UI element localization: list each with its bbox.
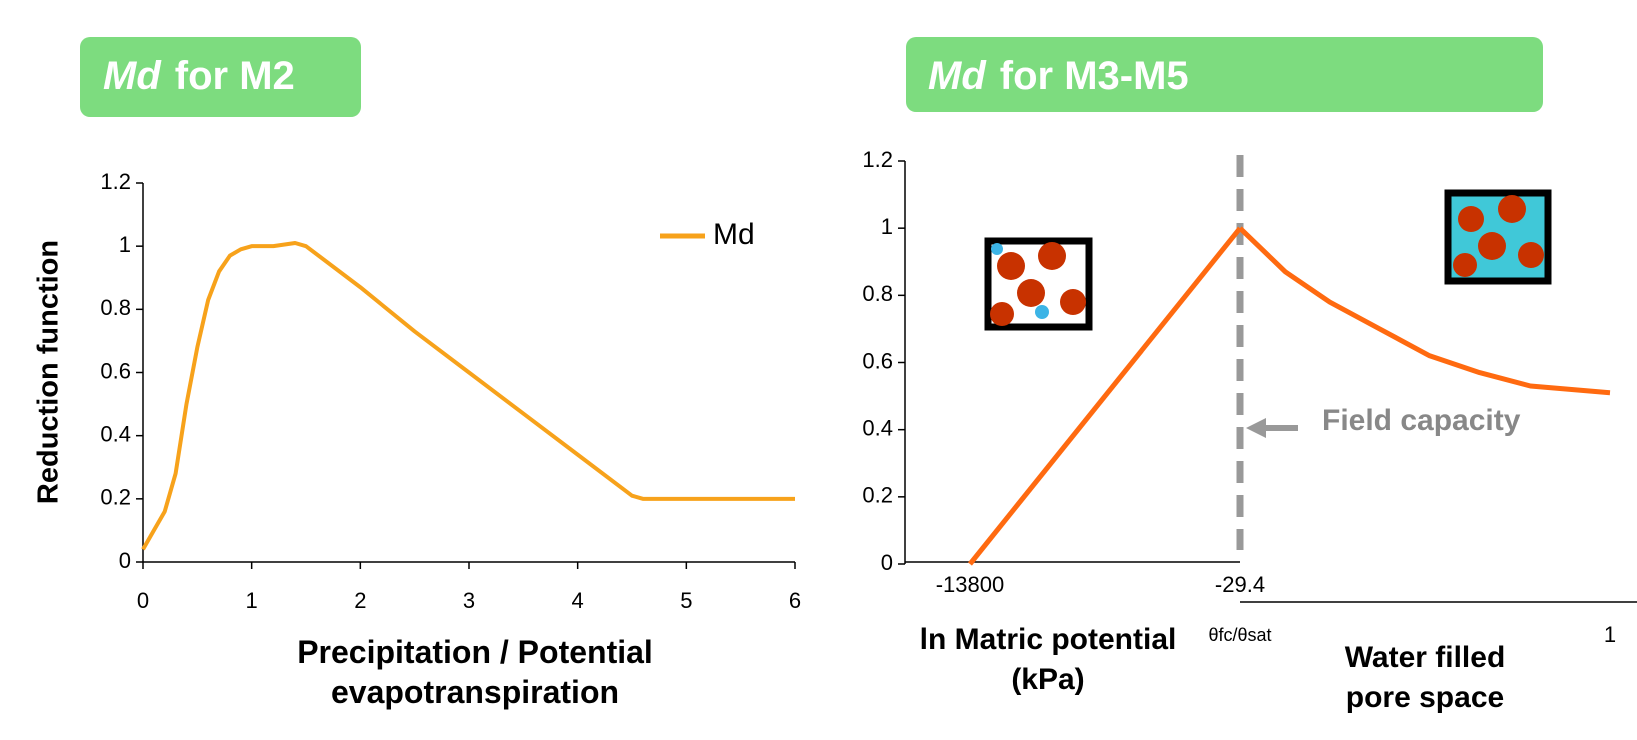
line-series <box>1240 228 1610 393</box>
y-tick-label: 0.2 <box>862 483 893 508</box>
slide: Mdfor M2 Mdfor M3-M5 Reduction function … <box>0 0 1637 740</box>
y-tick-label: 0 <box>119 548 131 573</box>
y-tick-label: 0 <box>881 550 893 575</box>
line-series <box>143 243 795 549</box>
x-tick-label: 3 <box>463 588 475 613</box>
x-tick-label: 5 <box>680 588 692 613</box>
y-tick-label: 0.6 <box>862 348 893 373</box>
soil-icon-wet <box>1448 193 1548 281</box>
y-tick-label: 1 <box>119 232 131 257</box>
y-tick-label: 1 <box>881 214 893 239</box>
page: Mdfor M2 Mdfor M3-M5 Reduction function … <box>0 0 1637 740</box>
title-emphasis: Md <box>103 54 162 98</box>
x-tick-label: 1 <box>246 588 258 613</box>
y-tick-label: 0.4 <box>862 415 893 440</box>
y-axis-label: Reduction function <box>33 240 65 504</box>
y-tick-label: 0.4 <box>100 421 131 446</box>
y-tick-label: 0.8 <box>100 295 131 320</box>
chart-title: Md for M3-M5 <box>928 54 1189 98</box>
x-axis-label: ln Matric potential (kPa) <box>918 620 1178 700</box>
title-rest: for M2 <box>175 54 295 98</box>
y-tick-label: 0.2 <box>100 485 131 510</box>
y-tick-label: 0.8 <box>862 281 893 306</box>
x-tick-label: θfc/θsat <box>1208 625 1271 645</box>
chart-title: Md for M2 <box>103 54 295 98</box>
x-tick-label: 0 <box>137 588 149 613</box>
legend-label: Md <box>713 218 755 251</box>
title-emphasis: Md <box>928 54 987 98</box>
x-tick-label: 2 <box>354 588 366 613</box>
x-tick-label: 4 <box>572 588 584 613</box>
y-tick-label: 0.6 <box>100 358 131 383</box>
soil-icon-dry <box>988 241 1089 327</box>
x-tick-label: -29.4 <box>1215 572 1265 597</box>
x-tick-label: 1 <box>1604 622 1616 647</box>
title-rest: for M3-M5 <box>1000 54 1189 98</box>
y-tick-label: 1.2 <box>862 147 893 172</box>
arrow-head <box>1246 418 1266 438</box>
x-axis-label: Water filled pore space <box>1315 638 1535 718</box>
x-axis-label: Precipitation / Potential evapotranspira… <box>250 632 700 712</box>
x-tick-label: -13800 <box>936 572 1005 597</box>
annotation: Field capacity <box>1322 404 1521 437</box>
y-tick-label: 1.2 <box>100 169 131 194</box>
x-tick-label: 6 <box>789 588 801 613</box>
